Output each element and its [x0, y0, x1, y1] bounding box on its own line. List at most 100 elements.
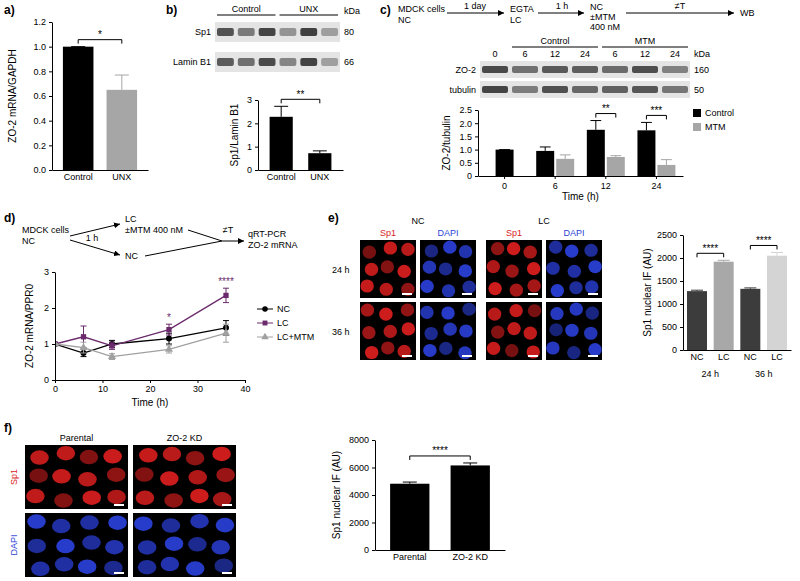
y-axis-title: ZO-2/tubulin [441, 115, 452, 170]
scheme-text: 1 h [86, 233, 99, 243]
nucleus [384, 241, 397, 254]
y-axis-tick-mark [255, 100, 258, 101]
nucleus [27, 514, 46, 529]
nucleus [488, 282, 501, 295]
y-axis-tick-mark [49, 145, 52, 146]
plot-area [496, 121, 676, 176]
x-axis-title: Time (h) [562, 191, 599, 202]
nucleus [107, 467, 126, 482]
error-bar [274, 106, 288, 117]
marker [222, 329, 230, 336]
nucleus [163, 447, 182, 462]
error-bar [403, 482, 417, 484]
error-cap [109, 342, 115, 343]
group-line [217, 15, 276, 16]
arrow [626, 13, 734, 14]
stain-label: DAPI [563, 228, 584, 238]
blot-band [632, 86, 658, 93]
y-axis-tick-label: 1.5 [459, 132, 472, 142]
nucleus [491, 242, 504, 255]
nucleus [363, 246, 376, 259]
x-axis-tick-mark [150, 380, 151, 383]
nucleus [425, 244, 438, 257]
micrograph [360, 240, 416, 298]
group-line [512, 47, 598, 48]
nucleus [29, 468, 48, 483]
error-cap [223, 320, 229, 321]
nucleus [459, 245, 472, 258]
x-axis-tick-mark [504, 176, 505, 179]
nucleus [135, 467, 154, 482]
nucleus [103, 449, 122, 464]
error-line [545, 147, 546, 151]
panel: 0123ControlUNX**Sp1/Lamin B1 [229, 89, 344, 183]
nucleus [80, 515, 99, 530]
x-axis-tick: LC [718, 350, 730, 362]
y-axis-tick-label: 0.4 [33, 116, 46, 126]
significance: ** [602, 103, 610, 114]
micrograph [133, 513, 236, 577]
significance-bracket [410, 456, 470, 460]
scale-bar [402, 293, 412, 295]
nucleus [459, 264, 472, 277]
y-axis-tick-label: 1.0 [459, 145, 472, 155]
nucleus [162, 518, 181, 533]
error-cap [115, 75, 129, 76]
nucleus [420, 280, 433, 293]
y-axis-line [683, 236, 684, 351]
blot-group: Control [540, 36, 569, 46]
bar [390, 484, 429, 550]
nucleus [551, 284, 564, 297]
nucleus [439, 342, 452, 355]
y-axis-tick-mark [372, 495, 375, 496]
y-axis-tick-label: 2 [44, 303, 49, 313]
nucleus [527, 262, 540, 275]
error-bar [718, 260, 730, 261]
error-bar [109, 340, 115, 347]
y-axis-tick-mark [680, 304, 683, 305]
blot-mw: 80 [344, 27, 354, 37]
bar [607, 157, 625, 176]
y-axis-tick: 0 [672, 345, 683, 355]
x-axis: ParentalZO-2 KD [376, 550, 506, 562]
y-axis-tick-mark [255, 170, 258, 171]
nucleus [420, 306, 433, 319]
bar [637, 130, 655, 176]
error-line [646, 122, 647, 130]
y-axis-tick-label: 0.5 [459, 158, 472, 168]
x-axis-tick: 20 [145, 380, 155, 394]
error-bar [115, 75, 129, 90]
micrographs: ParentalZO-2 KDSp1DAPI [9, 433, 236, 577]
y-axis-tick-mark [680, 281, 683, 282]
error-bar [166, 324, 172, 335]
significance: * [167, 312, 171, 323]
error-cap [463, 462, 477, 463]
nucleus [134, 516, 153, 531]
cell-line-label: Parental [60, 433, 94, 443]
marker [166, 327, 171, 332]
nucleus [365, 263, 378, 276]
nucleus [381, 260, 394, 273]
error-cap [691, 290, 703, 291]
y-axis-tick: 0.5 [459, 158, 478, 168]
scheme-text: 1 h [556, 1, 569, 11]
lane-label: 6 [612, 49, 617, 59]
y-axis-tick: 1.2 [33, 17, 52, 27]
x-axis-line [53, 170, 149, 171]
nucleus [546, 262, 559, 275]
group-line [280, 15, 339, 16]
x-axis-tick: 30 [193, 380, 203, 394]
x-axis-line [376, 550, 506, 551]
y-axis-tick: 0.6 [33, 91, 52, 101]
y-axis-line [478, 111, 479, 177]
significance: **** [218, 276, 234, 287]
x-axis-tick-mark [656, 176, 657, 179]
bar [451, 465, 490, 550]
y-axis: 0.00.20.40.60.81.01.2 [33, 17, 52, 175]
nucleus [379, 308, 392, 321]
bar [496, 150, 514, 176]
significance: * [98, 29, 102, 40]
stain-label: Sp1 [9, 469, 19, 485]
y-axis-tick: 2.5 [459, 105, 478, 115]
y-axis-tick-label: 500 [662, 322, 677, 332]
